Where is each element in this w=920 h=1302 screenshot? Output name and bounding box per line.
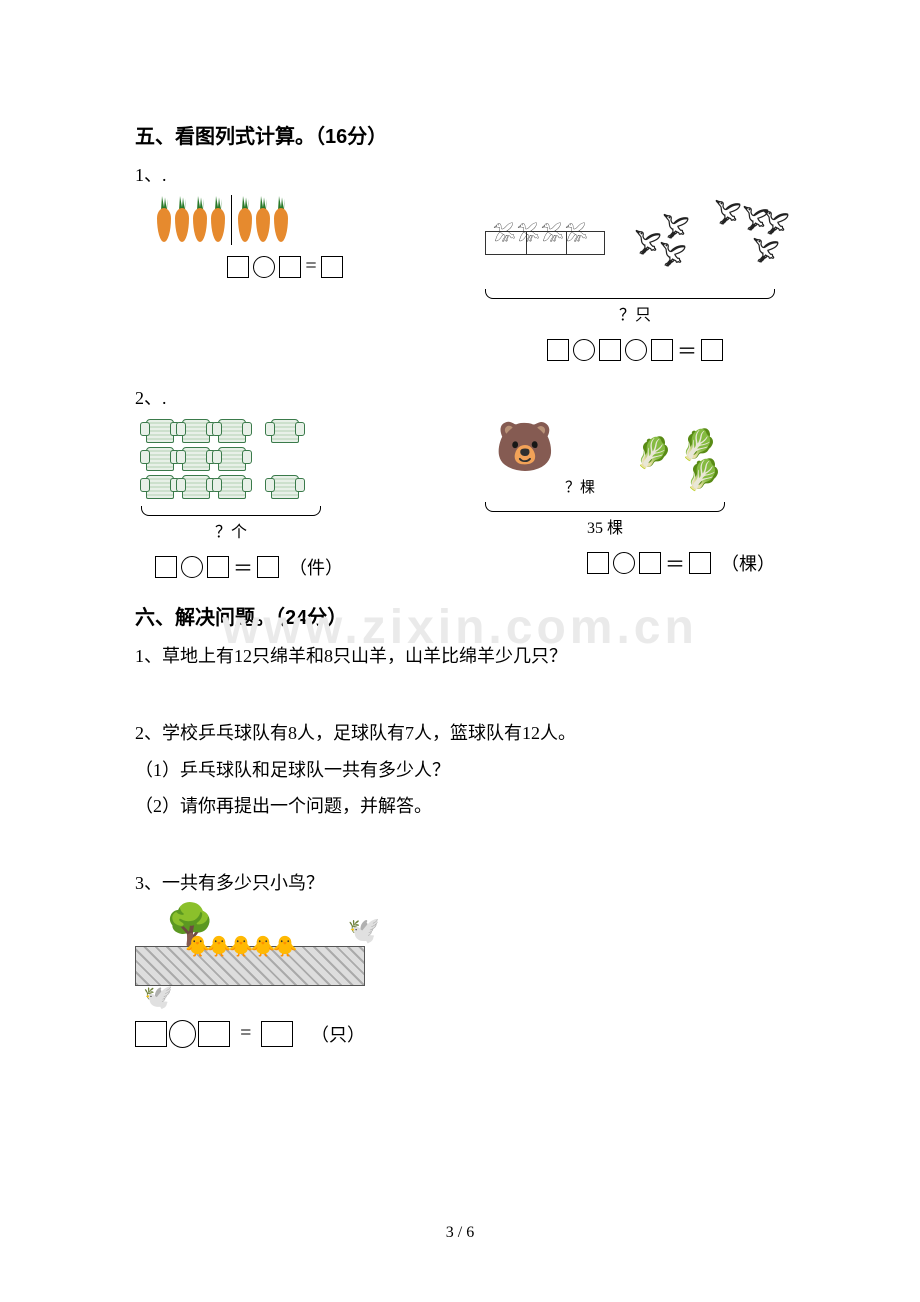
sweater-problem: ？个 ＝ （件） — [135, 418, 435, 581]
blank-box[interactable] — [279, 256, 301, 278]
carrot-equation: = — [135, 255, 435, 278]
blank-box[interactable] — [261, 1021, 293, 1047]
blank-box[interactable] — [701, 339, 723, 361]
operator-circle[interactable] — [253, 256, 275, 278]
section5-row2: ？个 ＝ （件） 🐻 🥬 🥬 🥬 ？棵 35 棵 ＝ （棵） — [135, 418, 785, 581]
sweater-equation: ＝ （件） — [135, 552, 435, 581]
q3-equation: = （只） — [135, 1020, 365, 1048]
section5-heading: 五、看图列式计算。（16分） — [135, 120, 785, 149]
veggie-equation: ＝ （棵） — [485, 548, 785, 577]
q3-text: 3、一共有多少只小鸟？ — [135, 869, 785, 898]
section5-item1-label: 1、. — [135, 161, 785, 187]
bird-equation: ＝ — [485, 335, 785, 364]
carrot-image — [135, 195, 435, 245]
operator-circle[interactable] — [573, 339, 595, 361]
blank-box[interactable] — [547, 339, 569, 361]
bird-brace-label: ？只 — [485, 301, 785, 325]
equals-sign: = — [305, 255, 316, 278]
blank-box[interactable] — [689, 552, 711, 574]
blank-box[interactable] — [587, 552, 609, 574]
bird-image: 𓅮 𓅮 𓅮 𓅮 𓅯 𓅯 𓅯 𓅯 𓅯 𓅯 𓅯 — [485, 195, 785, 285]
blank-box[interactable] — [639, 552, 661, 574]
blank-box[interactable] — [198, 1021, 230, 1047]
veggie-image: 🐻 🥬 🥬 🥬 ？棵 — [485, 418, 785, 498]
operator-circle[interactable] — [625, 339, 647, 361]
equals-sign: = — [240, 1022, 251, 1045]
veggie-total-label: 35 棵 — [485, 514, 725, 538]
section6-heading: 六、解决问题。（24分） — [135, 601, 785, 630]
q1-text: 1、草地上有12只绵羊和8只山羊，山羊比绵羊少几只？ — [135, 642, 785, 671]
veggie-unit: （棵） — [721, 550, 775, 576]
blank-box[interactable] — [207, 556, 229, 578]
blank-box[interactable] — [599, 339, 621, 361]
sweater-brace-label: ？个 — [141, 518, 321, 542]
equals-sign: ＝ — [233, 552, 253, 581]
bird-problem: 𓅮 𓅮 𓅮 𓅮 𓅯 𓅯 𓅯 𓅯 𓅯 𓅯 𓅯 ？只 ＝ — [485, 195, 785, 364]
q3-image: 🌳 🐥🐥🐥🐥🐥 🕊️ 🕊️ = （只） — [135, 906, 365, 1048]
carrot-problem: = — [135, 195, 435, 364]
sweater-unit: （件） — [289, 554, 343, 580]
operator-circle[interactable] — [169, 1020, 197, 1048]
sweater-image — [145, 418, 300, 502]
veggie-problem: 🐻 🥬 🥬 🥬 ？棵 35 棵 ＝ （棵） — [485, 418, 785, 581]
operator-circle[interactable] — [613, 552, 635, 574]
equals-sign: ＝ — [677, 335, 697, 364]
operator-circle[interactable] — [181, 556, 203, 578]
veggie-unknown-label: ？棵 — [565, 476, 595, 497]
blank-box[interactable] — [257, 556, 279, 578]
q3-unit: （只） — [311, 1021, 365, 1047]
q2-intro: 2、学校乒乓球队有8人，足球队有7人，篮球队有12人。 — [135, 719, 785, 748]
blank-box[interactable] — [155, 556, 177, 578]
blank-box[interactable] — [651, 339, 673, 361]
equals-sign: ＝ — [665, 548, 685, 577]
section5-item2-label: 2、. — [135, 384, 785, 410]
section5-row1: = 𓅮 𓅮 𓅮 𓅮 𓅯 𓅯 𓅯 𓅯 𓅯 𓅯 𓅯 ？只 ＝ — [135, 195, 785, 364]
blank-box[interactable] — [135, 1021, 167, 1047]
blank-box[interactable] — [227, 256, 249, 278]
q2-sub1: （1）乒乓球队和足球队一共有多少人？ — [135, 756, 785, 785]
page-number: 3 / 6 — [0, 1224, 920, 1242]
q2-sub2: （2）请你再提出一个问题，并解答。 — [135, 792, 785, 821]
blank-box[interactable] — [321, 256, 343, 278]
